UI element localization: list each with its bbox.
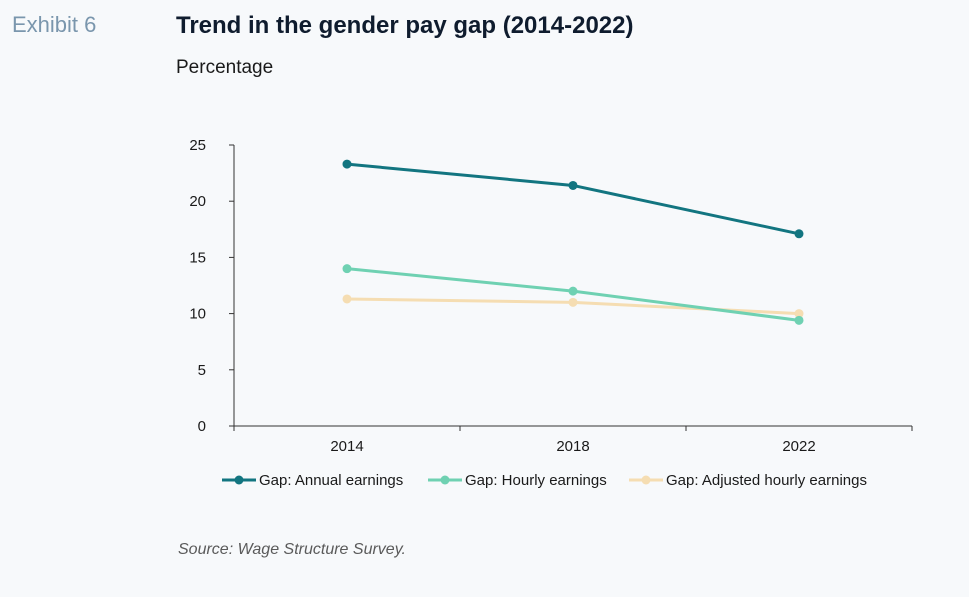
source-note: Source: Wage Structure Survey.	[178, 541, 406, 558]
legend-label: Gap: Annual earnings	[259, 472, 403, 489]
legend-swatch-marker	[440, 475, 450, 485]
y-tick-label: 10	[189, 306, 206, 323]
legend-swatch-marker	[641, 475, 651, 485]
y-tick-label: 5	[198, 362, 206, 379]
y-tick-label: 25	[189, 137, 206, 154]
data-point	[342, 264, 352, 274]
legend-swatch-marker	[234, 475, 244, 485]
data-point	[794, 309, 804, 319]
y-tick-label: 15	[189, 249, 206, 266]
legend-label: Gap: Hourly earnings	[465, 472, 607, 489]
chart-title: Trend in the gender pay gap (2014-2022)	[176, 12, 634, 39]
data-point	[568, 286, 578, 296]
x-tick-label: 2022	[782, 438, 815, 455]
y-tick-label: 20	[189, 193, 206, 210]
exhibit-label: Exhibit 6	[12, 12, 97, 37]
chart-subtitle: Percentage	[176, 57, 274, 78]
y-tick-label: 0	[198, 418, 206, 435]
data-point	[342, 159, 352, 169]
data-point	[342, 294, 352, 304]
data-point	[794, 315, 804, 325]
x-tick-label: 2014	[330, 438, 363, 455]
x-tick-label: 2018	[556, 438, 589, 455]
series-line	[346, 162, 800, 236]
data-point	[568, 297, 578, 307]
data-point	[568, 180, 578, 190]
data-point	[794, 229, 804, 239]
legend-label: Gap: Adjusted hourly earnings	[666, 472, 867, 489]
